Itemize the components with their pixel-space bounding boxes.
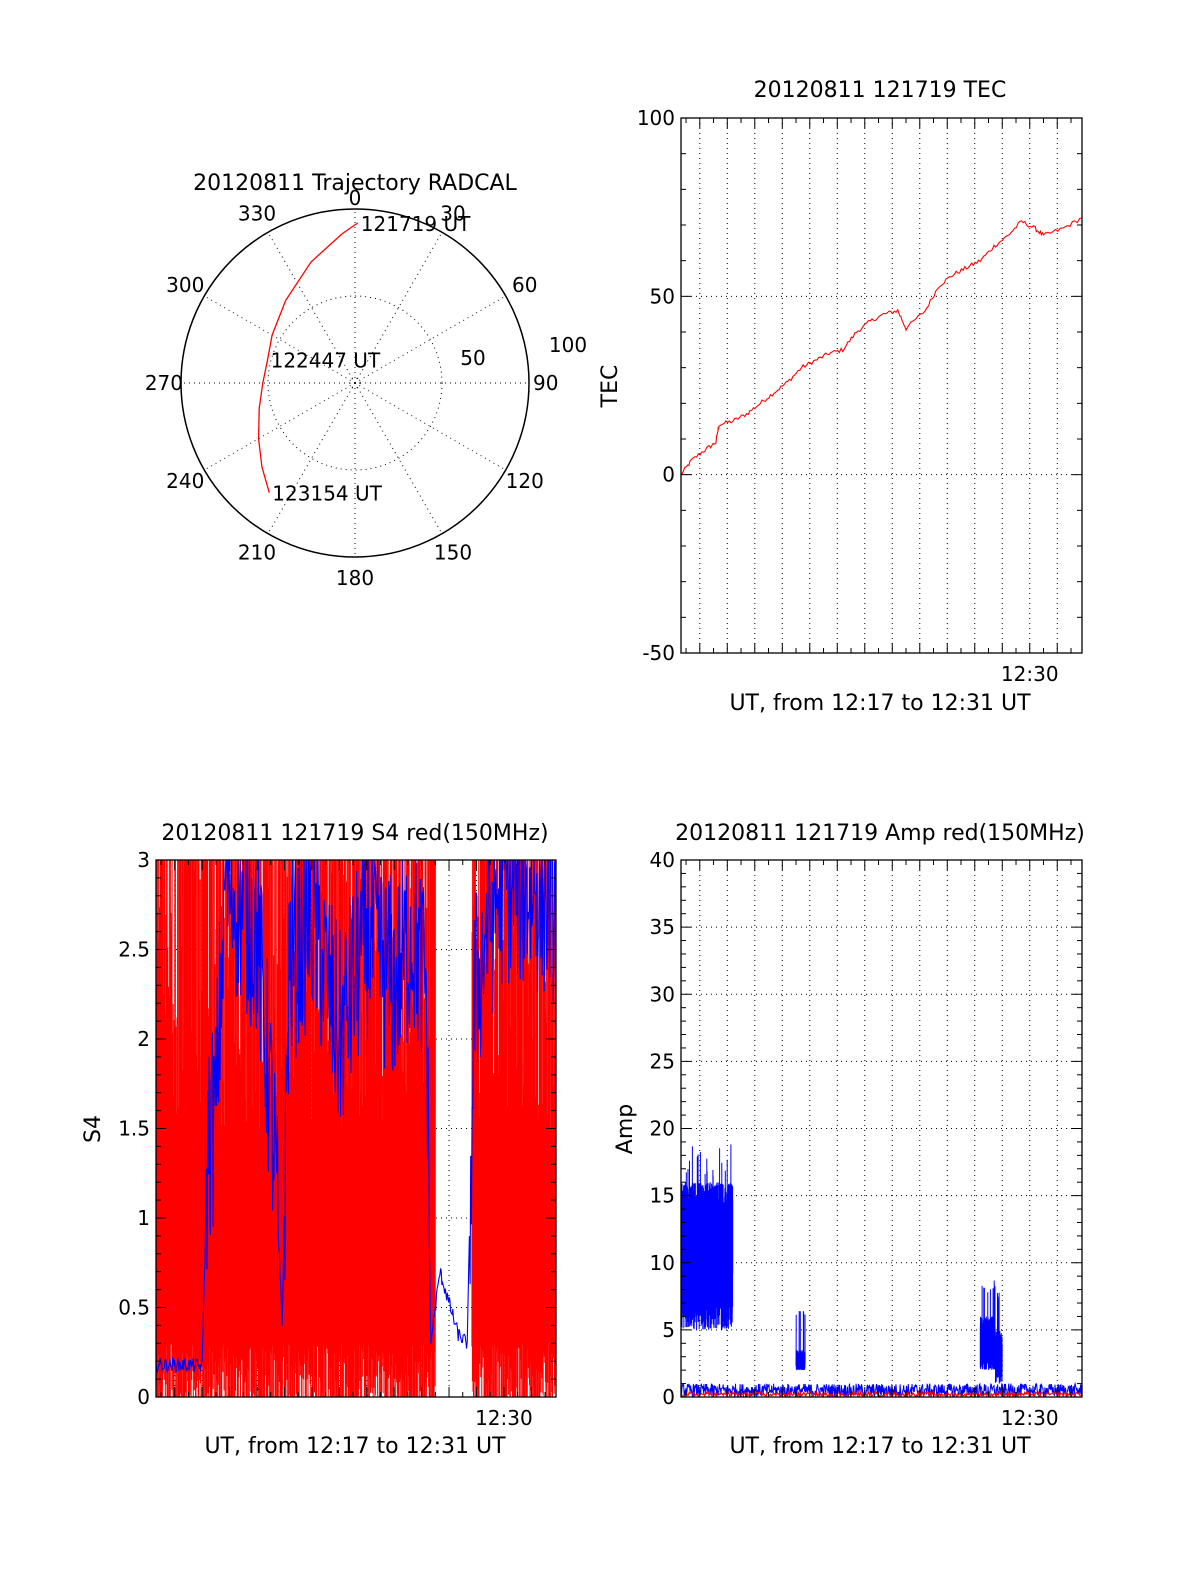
trajectory-annotation: 122447 UT	[271, 349, 381, 373]
tec-grid	[681, 118, 1082, 653]
polar-spoke	[204, 382, 356, 471]
s4-ytick-label: 2.5	[118, 938, 150, 962]
trajectory-track	[257, 222, 359, 493]
polar-spoke	[354, 232, 443, 384]
trajectory-title: 20120811 Trajectory RADCAL	[193, 171, 517, 196]
s4-ytick-label: 1	[137, 1206, 150, 1230]
tec-plot-area: -50 0 50 100 12:30	[637, 106, 1083, 686]
polar-azimuth-label: 30	[440, 201, 465, 225]
amp-red-baseline	[681, 1390, 1082, 1397]
s4-xlabel: UT, from 12:17 to 12:31 UT	[204, 1434, 506, 1459]
amp-ytick-label: 0	[662, 1385, 675, 1409]
amp-ytick-label: 5	[662, 1318, 675, 1342]
amp-ytick-label: 10	[650, 1251, 675, 1275]
s4-ytick-label: 2	[137, 1027, 150, 1051]
polar-azimuth-label: 300	[166, 273, 204, 297]
polar-azimuth-label: 240	[166, 469, 204, 493]
tec-title: 20120811 121719 TEC	[754, 78, 1007, 103]
amp-ytick-label: 35	[650, 915, 675, 939]
polar-ring-50	[267, 295, 443, 471]
polar-grid	[180, 208, 530, 558]
amp-title: 20120811 121719 Amp red(150MHz)	[675, 821, 1085, 846]
polar-radial-labels: 50 100	[460, 333, 587, 370]
polar-azimuth-label: 180	[336, 566, 374, 590]
polar-azimuth-label: 0	[349, 186, 362, 210]
polar-spoke	[354, 382, 443, 534]
polar-spoke	[354, 295, 506, 384]
tec-data	[681, 217, 1082, 475]
tec-ylabel: TEC	[598, 365, 623, 409]
trajectory-line	[257, 222, 359, 493]
amp-ytick-label: 30	[650, 982, 675, 1006]
amp-xlabel: UT, from 12:17 to 12:31 UT	[729, 1434, 1031, 1459]
amp-ytick-label: 20	[650, 1117, 675, 1141]
polar-radial-label: 50	[460, 346, 485, 370]
trajectory-annotation: 123154 UT	[272, 482, 382, 506]
amp-plot-area: 0 5 10 15 20 25 30 35 40 12:30	[650, 848, 1083, 1430]
tec-xlabel: UT, from 12:17 to 12:31 UT	[729, 691, 1031, 716]
amp-panel: 20120811 121719 Amp red(150MHz) Amp UT, …	[613, 821, 1085, 1459]
s4-ytick-label: 1.5	[118, 1117, 150, 1141]
polar-azimuth-label: 90	[533, 371, 558, 395]
s4-ytick-label: 0.5	[118, 1296, 150, 1320]
tec-ticks: -50 0 50 100 12:30	[637, 106, 1082, 686]
amp-blue-baseline	[681, 1381, 1082, 1397]
trajectory-annotation: 121719 UT	[361, 212, 471, 236]
polar-azimuth-labels: 0 30 60 90 120 150 180 210 240 270 300 330	[145, 186, 559, 590]
polar-outer-circle	[180, 208, 530, 558]
s4-xtick-label: 12:30	[475, 1406, 533, 1430]
s4-ytick-label: 0	[137, 1385, 150, 1409]
tec-panel: 20120811 121719 TEC TEC UT, from 12:17 t…	[598, 78, 1083, 716]
amp-blue-band	[979, 1280, 996, 1371]
polar-azimuth-label: 120	[506, 469, 544, 493]
polar-azimuth-label: 330	[238, 201, 276, 225]
s4-blue-series	[156, 860, 556, 1374]
tec-frame	[680, 117, 1083, 654]
polar-azimuth-label: 60	[512, 273, 537, 297]
s4-ticks: 0 0.5 1 1.5 2 2.5 3 12:30	[118, 848, 556, 1430]
s4-ytick-label: 3	[137, 848, 150, 872]
amp-blue-band	[681, 1144, 734, 1330]
polar-spoke	[204, 295, 356, 384]
trajectory-panel: 20120811 Trajectory RADCAL 0 30 60 90 120 150…	[145, 171, 587, 590]
tec-ytick-label: 50	[650, 284, 675, 308]
s4-title: 20120811 121719 S4 red(150MHz)	[161, 821, 548, 846]
polar-azimuth-label: 270	[145, 371, 183, 395]
tec-series-line	[681, 217, 1082, 475]
amp-blue-band	[795, 1311, 806, 1371]
amp-data	[681, 1144, 1082, 1397]
polar-azimuth-label: 150	[434, 541, 472, 565]
s4-plot-area: 0 0.5 1 1.5 2 2.5 3 12:30	[118, 848, 557, 1430]
tec-ytick-label: 0	[662, 463, 675, 487]
amp-xtick-label: 12:30	[1001, 1406, 1059, 1430]
amp-ytick-label: 15	[650, 1184, 675, 1208]
tec-xtick-label: 12:30	[1001, 662, 1059, 686]
tec-ytick-label: 100	[637, 106, 675, 130]
polar-spoke	[267, 232, 356, 384]
trajectory-annotations: 121719 UT 122447 UT 123154 UT	[271, 212, 472, 506]
polar-spoke	[354, 382, 506, 471]
amp-ytick-label: 40	[650, 848, 675, 872]
amp-ylabel: Amp	[613, 1104, 638, 1154]
amp-grid	[681, 860, 1082, 1397]
polar-spoke	[267, 382, 356, 534]
amp-blue-band	[994, 1292, 1003, 1384]
s4-panel: 20120811 121719 S4 red(150MHz) S4 UT, fr…	[81, 821, 557, 1459]
amp-ticks: 0 5 10 15 20 25 30 35 40 12:30	[650, 848, 1082, 1430]
polar-azimuth-label: 210	[238, 541, 276, 565]
s4-ylabel: S4	[81, 1115, 106, 1143]
polar-radial-label: 100	[549, 333, 587, 357]
amp-ytick-label: 25	[650, 1049, 675, 1073]
tec-ytick-label: -50	[642, 641, 675, 665]
s4-data	[156, 860, 556, 1397]
